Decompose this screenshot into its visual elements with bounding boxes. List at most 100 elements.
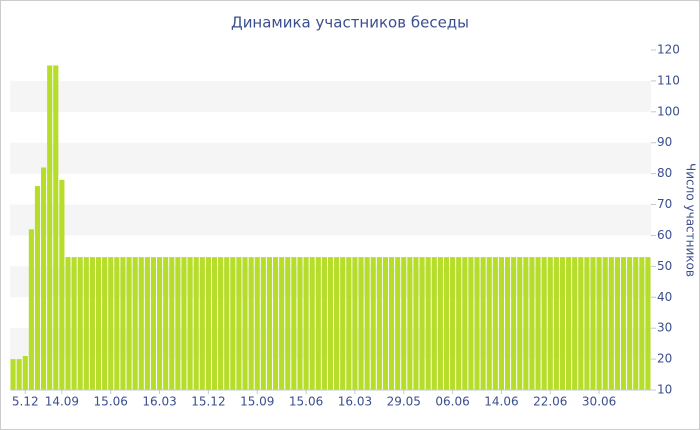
bar [608,257,614,390]
bar [578,257,584,390]
bar [468,257,474,390]
bar [242,257,248,390]
bar [370,257,376,390]
bar [41,167,47,390]
bar [419,257,425,390]
bar [553,257,559,390]
bar [346,257,352,390]
bar [456,257,462,390]
bar [47,65,53,391]
bar [205,257,211,390]
y-tick-label: 110 [657,73,680,87]
bar [65,257,71,390]
bar [77,257,83,390]
bar [486,257,492,390]
y-tick-label: 100 [657,104,680,118]
bar [388,257,395,390]
bar [443,257,450,390]
bar [462,257,468,390]
bar [602,257,608,390]
y-tick-label: 40 [657,290,672,304]
bar [431,257,437,390]
bar [303,257,309,390]
bar [425,257,431,390]
bar [639,257,645,390]
bar [498,257,504,390]
bar [352,257,358,390]
bar [163,257,169,390]
bar [596,257,602,390]
bar [309,257,315,390]
bar [53,65,59,391]
bar [382,257,389,390]
bar [181,257,187,390]
x-tick-label: 16.03 [338,395,372,409]
bar [114,257,120,390]
bar [364,257,370,390]
bar [28,229,34,390]
bar [260,257,266,390]
bar [334,257,340,390]
bar [437,257,443,390]
bar [321,257,327,390]
y-tick-label: 20 [657,352,672,366]
bar [126,257,132,390]
bar [108,257,114,390]
bar [59,179,65,390]
grid-band [10,142,651,174]
bar [474,257,480,390]
x-tick-label: 15.06 [289,395,323,409]
bar [120,257,126,390]
bar [199,257,205,390]
bar [529,257,535,390]
y-tick-label: 10 [657,383,672,397]
x-tick-label: 06.06 [435,395,469,409]
chart-title: Динамика участников беседы [231,14,469,32]
bar [150,257,157,390]
x-tick-label: 15.06 [94,395,128,409]
x-tick-label: 14.06 [484,395,518,409]
bar [572,257,578,390]
bar [102,257,108,390]
bar [34,186,41,390]
bar [138,257,144,390]
bar [504,257,511,390]
bar [590,257,596,390]
bar [16,359,22,390]
bar [71,257,77,390]
bar [236,257,242,390]
bar [89,257,95,390]
bar [541,257,547,390]
bar [627,257,633,390]
bar [315,257,321,390]
y-tick-label: 60 [657,228,672,242]
x-tick-label: 16.03 [142,395,176,409]
y-tick-label: 90 [657,135,672,149]
bar [272,257,279,390]
bar [535,257,541,390]
bar [291,257,297,390]
bar [175,257,181,390]
bar [340,257,346,390]
x-tick-label: 14.09 [45,395,79,409]
y-axis-label: Число участников [684,163,698,277]
y-tick-label: 30 [657,321,672,335]
x-tick-label: 29.05 [387,395,421,409]
bar [492,257,498,390]
bar [401,257,407,390]
bar [285,257,291,390]
bar [211,257,218,390]
bar [297,257,303,390]
bar [10,359,16,390]
y-tick-label: 70 [657,197,672,211]
x-tick-label: 30.06 [582,395,616,409]
bar [83,257,89,390]
bar [358,257,364,390]
x-tick-label: 15.12 [191,395,225,409]
bar [376,257,382,390]
bar [169,257,175,390]
bar [132,257,138,390]
bar [614,257,620,390]
